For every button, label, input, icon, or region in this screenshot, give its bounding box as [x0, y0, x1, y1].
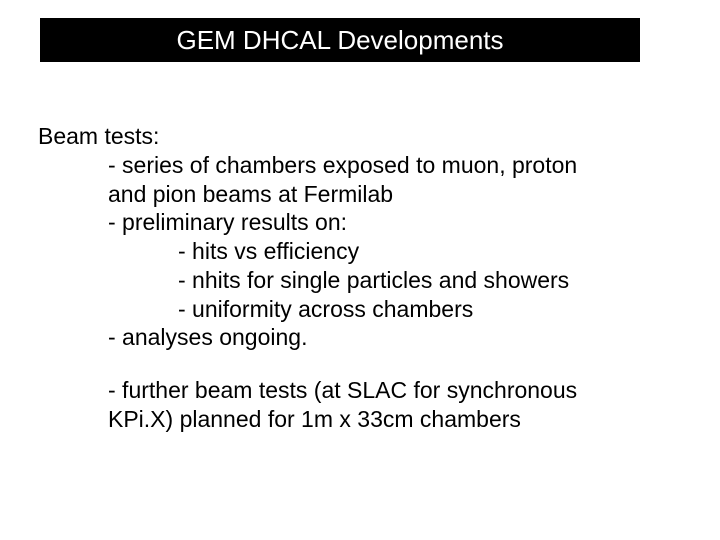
- text-line: and pion beams at Fermilab: [108, 180, 678, 209]
- text-line: - hits vs efficiency: [178, 237, 678, 266]
- text-line: KPi.X) planned for 1m x 33cm chambers: [108, 405, 678, 434]
- text-line: - nhits for single particles and showers: [178, 266, 678, 295]
- text-line: - uniformity across chambers: [178, 295, 678, 324]
- slide-body: Beam tests: - series of chambers exposed…: [38, 122, 678, 434]
- text-line: - analyses ongoing.: [108, 323, 678, 352]
- slide: GEM DHCAL Developments Beam tests: - ser…: [0, 0, 720, 540]
- text-line: - preliminary results on:: [108, 208, 678, 237]
- text-line: Beam tests:: [38, 122, 678, 151]
- text-line: - series of chambers exposed to muon, pr…: [108, 151, 678, 180]
- spacer: [38, 352, 678, 376]
- text-line: - further beam tests (at SLAC for synchr…: [108, 376, 678, 405]
- slide-title: GEM DHCAL Developments: [176, 27, 503, 53]
- title-bar: GEM DHCAL Developments: [40, 18, 640, 62]
